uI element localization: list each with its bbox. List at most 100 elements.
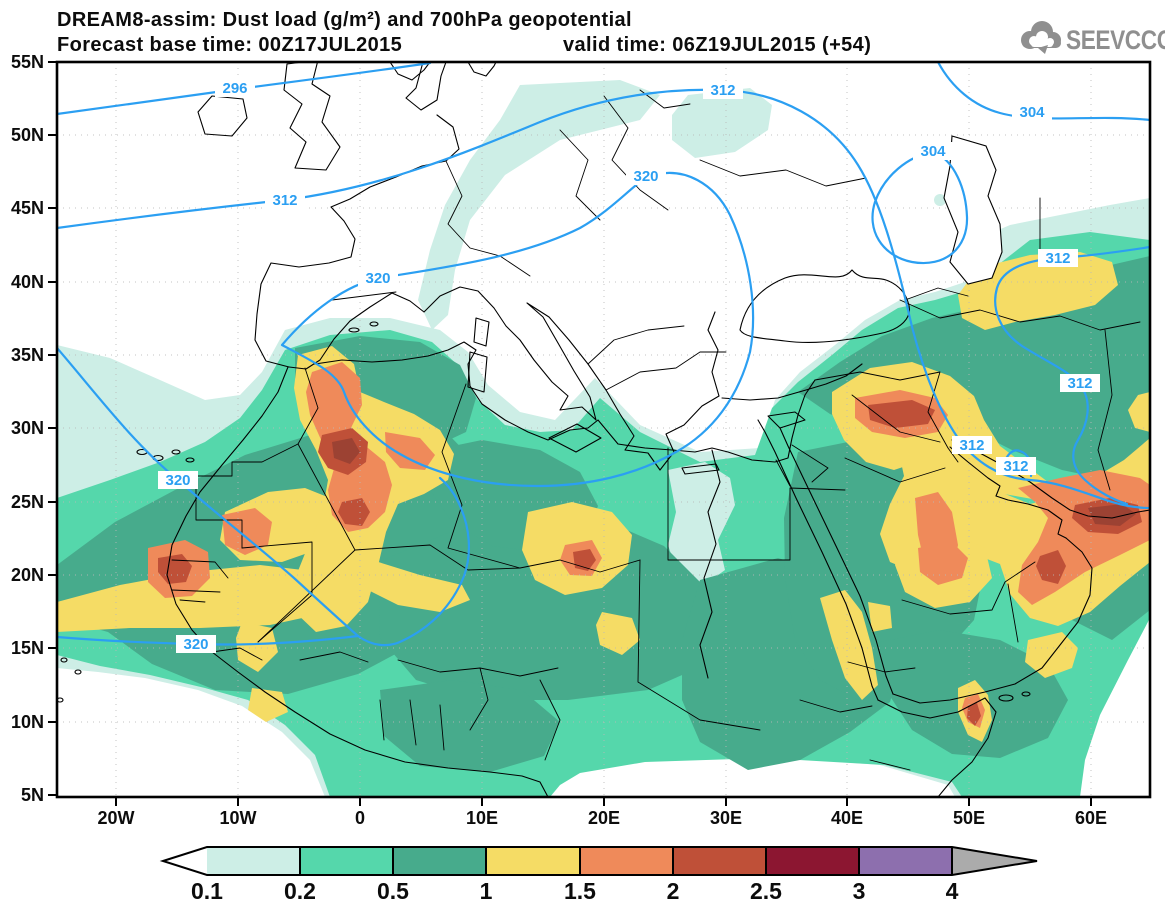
contour-labels: 296 304 304 312 312 312 312 312 312 320 … — [158, 79, 1100, 653]
lon-tick-label: 50E — [953, 808, 985, 828]
dust-shading-layer — [57, 80, 1150, 797]
dust-region-1.5-algeria-east — [385, 432, 435, 470]
coast-sardinia — [467, 351, 488, 393]
lat-tick-label: 5N — [21, 785, 44, 805]
colorbar-labels: 0.1 0.2 0.5 1 1.5 2 2.5 3 4 — [191, 878, 959, 904]
lon-tick-label: 20E — [588, 808, 620, 828]
colorbar-value-label: 2 — [667, 878, 680, 904]
colorbar-segment — [207, 847, 300, 875]
lat-tick-label: 20N — [11, 565, 44, 585]
colorbar-value-label: 2.5 — [750, 878, 782, 904]
lat-tick-label: 35N — [11, 345, 44, 365]
colorbar-outline — [159, 846, 1038, 876]
map-plot-area: 296 304 304 312 312 312 312 312 312 320 … — [57, 62, 1150, 797]
dust-region-0.1-egypt — [668, 462, 735, 588]
contour-304-upper — [936, 62, 1150, 122]
latitude-labels: 55N 50N 45N 40N 35N 30N 25N 20N 15N 10N … — [11, 52, 44, 805]
colorbar-segment — [300, 847, 393, 875]
coast-west-europe — [254, 114, 460, 368]
lon-tick-label: 60E — [1075, 808, 1107, 828]
coast-sicily — [548, 423, 602, 453]
dust-region-1-mali-spot — [236, 622, 278, 672]
lat-tick-label: 40N — [11, 272, 44, 292]
colorbar-segment — [859, 847, 952, 875]
lat-tick-label: 45N — [11, 198, 44, 218]
dust-region-0.1-spot — [934, 194, 946, 206]
contour-312-main — [57, 88, 1150, 510]
dust-region-1-chad2 — [596, 612, 640, 655]
lat-tick-label: 10N — [11, 712, 44, 732]
contour-label: 312 — [1003, 458, 1028, 475]
contour-label: 320 — [633, 168, 658, 185]
colorbar-segment — [580, 847, 673, 875]
colorbar-value-label: 0.5 — [377, 878, 409, 904]
dust-region-2-oman2 — [1036, 550, 1066, 584]
coast-denmark — [405, 62, 447, 111]
coast-corsica — [473, 317, 490, 347]
colorbar: 0.1 0.2 0.5 1 1.5 2 2.5 3 4 — [159, 846, 1038, 904]
dust-region-2-iraq — [868, 400, 935, 428]
coast-arabia-south — [892, 537, 1093, 704]
dust-region-1.5-sw-saudi — [918, 542, 968, 585]
dust-region-1-sahel-strip — [57, 565, 345, 632]
coast-red-sea — [757, 419, 894, 701]
colorbar-right-arrow — [952, 847, 1037, 875]
dust-region-2.5-algeria-core — [332, 438, 360, 464]
axis-ticks — [48, 61, 1092, 806]
lon-tick-label: 10E — [466, 808, 498, 828]
colorbar-value-label: 3 — [853, 878, 866, 904]
longitude-labels: 20W 10W 0 10E 20E 30E 40E 50E 60E — [97, 808, 1107, 828]
lon-tick-label: 40E — [831, 808, 863, 828]
coast-cyprus — [767, 411, 806, 429]
coast-crete — [681, 463, 720, 475]
colorbar-segment — [766, 847, 859, 875]
contour-label: 320 — [183, 636, 208, 653]
coast-scandinavia — [389, 62, 497, 81]
coast-horn-of-africa — [877, 697, 997, 797]
coast-persian-gulf — [949, 439, 1150, 539]
lat-tick-label: 55N — [11, 52, 44, 72]
logo-text: SEEVCCC — [1066, 25, 1165, 55]
colorbar-value-label: 0.1 — [191, 878, 223, 904]
colorbar-segment — [486, 847, 580, 875]
colorbar-value-label: 1.5 — [564, 878, 596, 904]
lon-tick-label: 30E — [710, 808, 742, 828]
dust-region-0.5-nigeria — [380, 680, 560, 772]
grid-lines — [57, 62, 1150, 797]
coast-aegean-turkey — [707, 311, 863, 401]
valid-time: valid time: 06Z19JUL2015 (+54) — [563, 34, 871, 56]
colorbar-value-label: 1 — [480, 878, 493, 904]
seevccc-logo: SEEVCCC — [1021, 21, 1165, 55]
contour-label: 320 — [365, 270, 390, 287]
lon-tick-label: 0 — [355, 808, 365, 828]
forecast-base-time: Forecast base time: 00Z17JUL2015 — [57, 34, 402, 56]
colorbar-segment — [673, 847, 766, 875]
contour-label: 296 — [222, 80, 247, 97]
dust-region-1-redsea-spot — [868, 602, 892, 632]
contour-320-mediterranean — [280, 171, 755, 488]
lat-tick-label: 15N — [11, 638, 44, 658]
small-islands — [57, 321, 1031, 703]
dust-region-0.1-europe — [418, 80, 660, 330]
coast-britain — [283, 62, 341, 171]
colorbar-segment — [393, 847, 486, 875]
contour-label: 304 — [1019, 104, 1045, 121]
coastlines-layer — [57, 62, 1150, 797]
contour-label: 312 — [1045, 250, 1070, 267]
contour-label: 312 — [1067, 375, 1092, 392]
coast-med-north — [288, 286, 720, 471]
lon-tick-label: 20W — [97, 808, 134, 828]
river-nile — [699, 449, 721, 679]
lat-tick-label: 50N — [11, 125, 44, 145]
dust-region-1-redsea-strip — [820, 590, 878, 700]
dust-region-1-right-edge — [1128, 392, 1150, 432]
dust-region-2-somalia — [967, 703, 981, 726]
contour-label: 312 — [959, 437, 984, 454]
dust-region-1-niger-arm — [368, 560, 470, 612]
colorbar-left-arrow — [163, 847, 207, 875]
contour-label: 312 — [272, 192, 297, 209]
coast-ireland — [197, 95, 248, 137]
dust-region-1-turkmen — [958, 252, 1118, 330]
colorbar-value-label: 4 — [946, 878, 959, 904]
